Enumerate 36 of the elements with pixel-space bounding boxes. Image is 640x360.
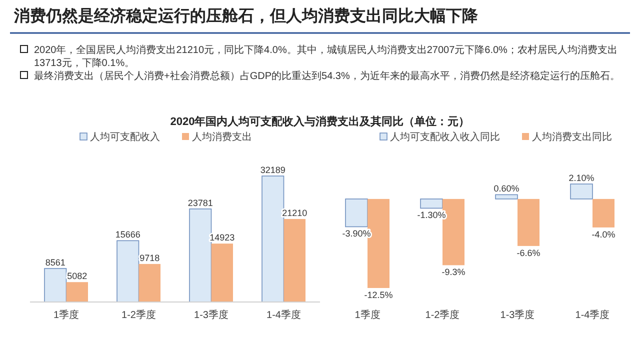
chart-title: 消费仍然是经济稳定运行的压舱石，但人均消费支出同比大幅下降 (14, 6, 478, 27)
x-tick-label: 1季度 (354, 309, 380, 321)
bar (66, 282, 88, 302)
bar (211, 244, 233, 302)
x-tick-label: 1-4季度 (266, 309, 301, 321)
x-tick-label: 1-4季度 (575, 309, 610, 321)
data-label: 0.60% (494, 184, 520, 194)
x-tick-label: 1-3季度 (500, 309, 535, 321)
data-label: 8561 (45, 257, 66, 268)
bar (116, 240, 140, 302)
legend-label: 人均消费支出同比 (532, 131, 612, 143)
data-label: -4.0% (592, 229, 616, 240)
bar (44, 268, 67, 302)
text: 2020年，全国居民人均消费支出21210元，同比下降4.0%。其中，城镇居民人均消费支出27007元下降6.0%；农村居民人均消费支出13713元，下降0.1%。 (33, 44, 618, 70)
x-tick-label: 1-3季度 (194, 309, 228, 321)
bar (138, 264, 160, 302)
bar (262, 176, 284, 302)
text: 最终消费支出（居民个人消费+社会消费总额）占GDP的比重达到54.3%，为近年来的最高水平，消费仍然是经济稳定运行的压舱石。 (33, 70, 620, 83)
data-label: -6.6% (516, 248, 540, 258)
data-label: 5082 (67, 271, 88, 282)
data-label: 2.10% (568, 173, 594, 183)
chart-subtitle: 2020年国内人均可支配收入与消费支出及其同比（单位：元） (169, 114, 471, 129)
legend-label: 人均可支配收入收入同比 (390, 131, 500, 143)
x-tick-label: 1-2季度 (425, 309, 460, 321)
x-tick-label: 1-2季度 (122, 309, 156, 321)
legend-label: 人均可支配收入 (90, 131, 160, 143)
data-label: 15666 (115, 230, 140, 240)
data-label: 32189 (260, 165, 286, 175)
bar (284, 218, 306, 302)
data-label: -12.5% (364, 290, 393, 300)
data-label: 23781 (188, 198, 213, 208)
bar (189, 208, 212, 302)
x-tick-label: 1季度 (53, 309, 80, 321)
legend-label: 人均消费支出 (192, 131, 252, 143)
data-label: 9718 (140, 252, 160, 263)
data-label: -9.3% (442, 267, 466, 278)
